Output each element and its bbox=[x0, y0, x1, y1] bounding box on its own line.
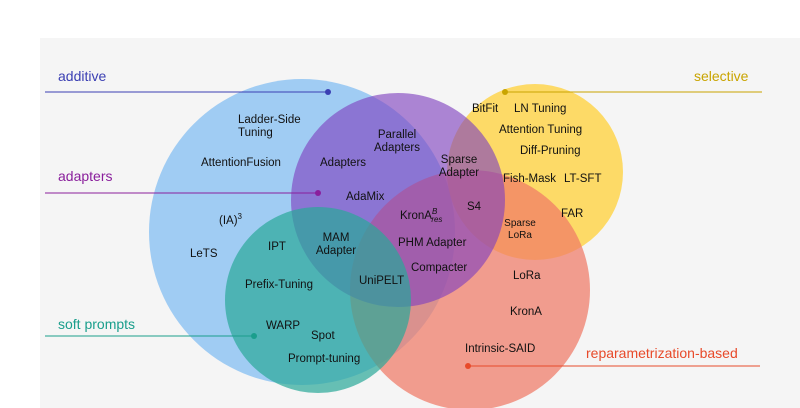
category-label-additive: additive bbox=[58, 68, 107, 84]
method-lt-sft: LT-SFT bbox=[564, 173, 602, 185]
method-krona-res: KronABres bbox=[400, 207, 443, 225]
method-attention-fusion: AttentionFusion bbox=[201, 157, 281, 169]
method-attention-tuning: Attention Tuning bbox=[499, 124, 583, 136]
method-lets: LeTS bbox=[190, 248, 218, 260]
method-ln-tuning: LN Tuning bbox=[514, 103, 567, 115]
method-unipelt: UniPELT bbox=[359, 275, 405, 287]
method-adamix: AdaMix bbox=[346, 191, 385, 203]
method-ia3: (IA)3 bbox=[219, 212, 242, 227]
category-label-selective: selective bbox=[694, 68, 749, 84]
method-lora: LoRa bbox=[513, 270, 541, 282]
method-bitfit: BitFit bbox=[472, 103, 499, 115]
additive-pointer-dot bbox=[325, 89, 331, 95]
category-label-reparametrization: reparametrization-based bbox=[586, 345, 738, 361]
method-diff-pruning: Diff-Pruning bbox=[520, 145, 581, 157]
method-warp: WARP bbox=[266, 320, 301, 332]
method-parallel-adapters: Parallel Adapters bbox=[373, 129, 421, 154]
method-fish-mask: Fish-Mask bbox=[503, 173, 557, 185]
method-sparse-lora: Sparse LoRa bbox=[504, 218, 536, 241]
selective-pointer-dot bbox=[502, 89, 508, 95]
category-label-soft-prompts: soft prompts bbox=[58, 316, 136, 332]
category-label-adapters: adapters bbox=[58, 168, 113, 184]
method-ipt: IPT bbox=[268, 241, 286, 253]
method-s4: S4 bbox=[467, 201, 482, 213]
method-prompt-tuning: Prompt-tuning bbox=[288, 353, 361, 365]
reparam-pointer-dot bbox=[465, 363, 471, 369]
method-phm-adapter: PHM Adapter bbox=[398, 237, 467, 249]
adapters-pointer-dot bbox=[315, 190, 321, 196]
method-mam-adapter: MAM Adapter bbox=[315, 232, 357, 257]
method-ladder-side-tuning: Ladder-Side Tuning bbox=[238, 114, 301, 139]
soft-prompts-pointer-dot bbox=[251, 333, 257, 339]
method-intrinsic-said: Intrinsic-SAID bbox=[465, 343, 536, 355]
method-far: FAR bbox=[561, 208, 584, 220]
method-krona: KronA bbox=[510, 306, 542, 318]
method-prefix-tuning: Prefix-Tuning bbox=[245, 279, 313, 291]
method-adapters: Adapters bbox=[320, 157, 367, 169]
method-compacter: Compacter bbox=[411, 262, 468, 274]
method-spot: Spot bbox=[311, 330, 335, 342]
method-sparse-adapter: Sparse Adapter bbox=[438, 154, 480, 179]
soft-prompts-circle bbox=[225, 207, 411, 393]
